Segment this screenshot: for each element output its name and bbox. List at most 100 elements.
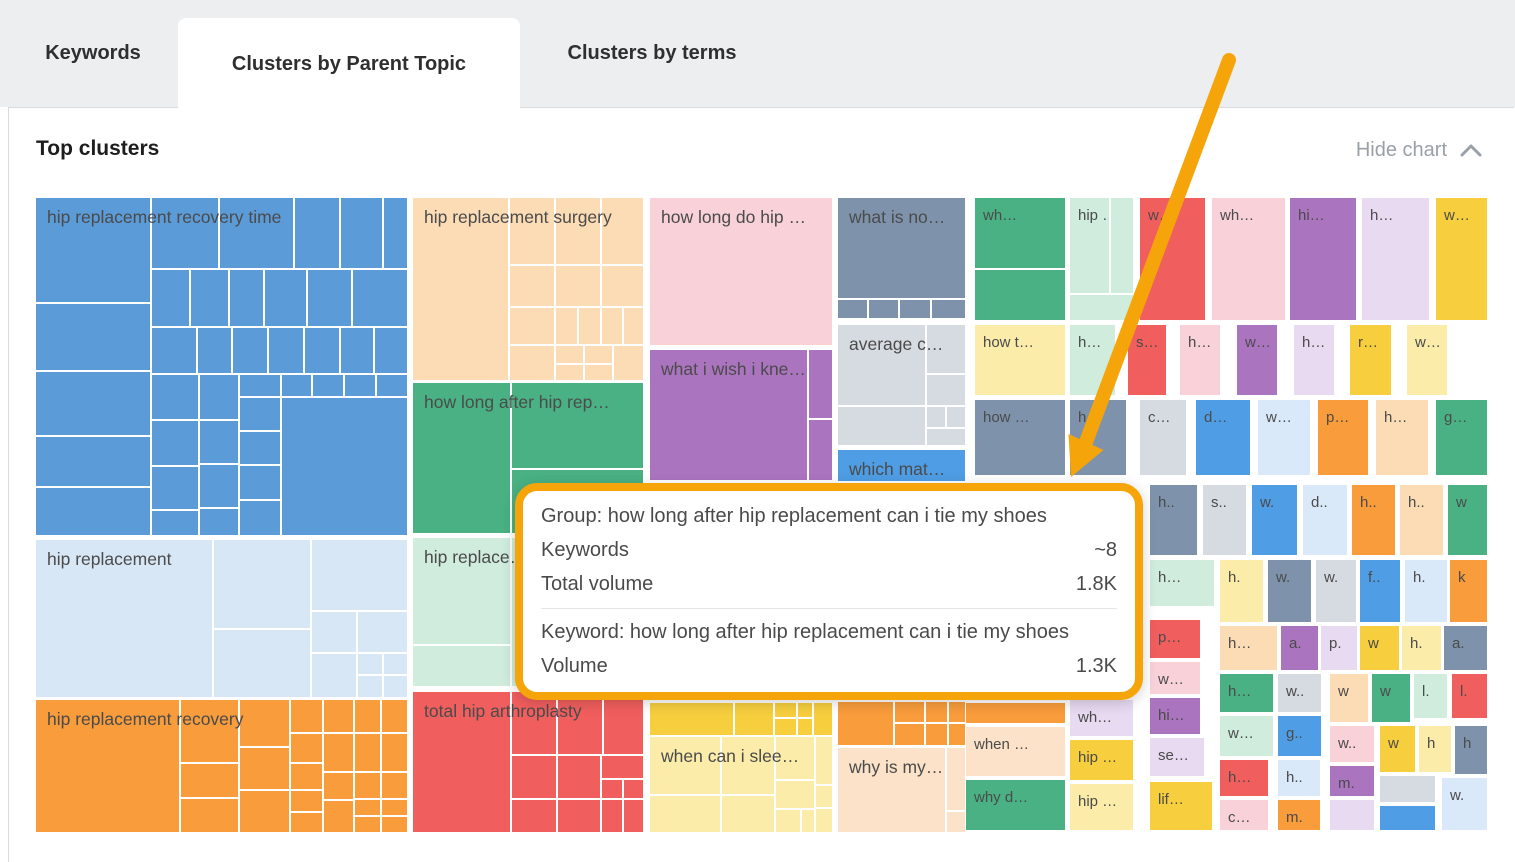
treemap-cell[interactable]: wh… [1070, 700, 1133, 736]
treemap-cell[interactable]: wh… [975, 198, 1065, 268]
treemap-cell[interactable] [200, 375, 238, 419]
treemap-cell[interactable] [312, 654, 356, 697]
treemap-cell[interactable] [355, 700, 380, 732]
treemap-cell[interactable]: w. [1252, 485, 1297, 555]
treemap-cell[interactable]: h… [1294, 325, 1334, 395]
treemap-cell[interactable] [624, 800, 643, 832]
treemap-cell[interactable]: hi… [1150, 698, 1200, 734]
treemap-cell[interactable]: a. [1281, 626, 1318, 670]
treemap-cell[interactable] [384, 198, 407, 268]
treemap-cell[interactable]: h [1455, 726, 1487, 774]
treemap-cell[interactable]: w.. [1278, 674, 1321, 712]
treemap-cell[interactable] [775, 703, 796, 717]
treemap-cell[interactable]: how long after hip rep… [413, 383, 610, 533]
treemap-cell[interactable] [233, 328, 267, 373]
treemap-cell[interactable] [384, 654, 407, 674]
treemap-cell[interactable] [324, 700, 353, 732]
treemap-cell[interactable] [36, 488, 150, 535]
treemap-cell[interactable]: s.. [1203, 485, 1246, 555]
treemap-cell[interactable] [240, 398, 280, 430]
treemap-cell[interactable] [240, 501, 280, 535]
treemap-cell[interactable] [341, 328, 373, 373]
treemap-cell[interactable] [838, 407, 925, 445]
treemap-cell[interactable] [926, 702, 947, 722]
treemap-cell[interactable] [512, 800, 556, 832]
treemap-cell[interactable] [838, 300, 867, 318]
treemap-cell[interactable] [152, 198, 218, 268]
treemap-cell[interactable] [809, 420, 832, 480]
treemap-cell[interactable] [324, 773, 353, 799]
treemap-cell[interactable]: w [1360, 626, 1399, 670]
treemap-cell[interactable]: hip replacement surgery [413, 198, 612, 380]
treemap-cell[interactable] [200, 465, 238, 507]
treemap-cell[interactable]: c… [1140, 400, 1186, 475]
treemap-cell[interactable]: h.. [1150, 485, 1197, 555]
treemap-cell[interactable] [295, 198, 339, 268]
treemap-cell[interactable]: how t… [975, 325, 1065, 395]
treemap-cell[interactable] [816, 809, 832, 832]
treemap-cell[interactable]: se… [1150, 738, 1204, 776]
treemap-cell[interactable] [413, 646, 510, 686]
treemap-cell[interactable] [512, 383, 643, 468]
treemap-cell[interactable] [776, 781, 814, 808]
treemap-cell[interactable] [579, 308, 600, 344]
treemap-cell[interactable] [282, 398, 407, 535]
treemap-cell[interactable] [927, 407, 945, 427]
treemap-cell[interactable] [512, 756, 556, 798]
treemap-cell[interactable] [776, 737, 814, 779]
treemap-cell[interactable] [358, 654, 382, 674]
treemap-cell[interactable]: hip replacement recovery time [36, 198, 281, 302]
treemap-cell[interactable] [512, 692, 556, 754]
treemap-cell[interactable] [650, 703, 733, 735]
treemap-cell[interactable]: h. [1220, 560, 1263, 622]
tab-clusters-by-terms[interactable]: Clusters by terms [532, 0, 772, 107]
treemap-cell[interactable] [214, 630, 310, 697]
treemap-cell[interactable] [614, 346, 643, 380]
treemap-cell[interactable] [602, 266, 643, 306]
treemap-cell[interactable]: which mat… [838, 450, 965, 481]
treemap-cell[interactable] [947, 407, 965, 427]
treemap-cell[interactable] [358, 676, 382, 697]
treemap-cell[interactable] [355, 773, 380, 798]
treemap-cell[interactable] [776, 810, 800, 832]
treemap-cell[interactable]: wh… [1212, 198, 1285, 320]
treemap-cell[interactable] [382, 734, 407, 771]
treemap-cell[interactable] [602, 308, 622, 344]
treemap-cell[interactable]: how … [975, 400, 1065, 475]
treemap-cell[interactable] [355, 734, 380, 771]
treemap-cell[interactable] [240, 432, 280, 464]
treemap-cell[interactable]: h. [1405, 560, 1447, 622]
treemap-cell[interactable]: w… [1220, 716, 1273, 756]
treemap-cell[interactable] [895, 724, 924, 745]
treemap-cell[interactable] [230, 270, 263, 326]
treemap-cell[interactable]: s… [1128, 325, 1166, 395]
treemap-cell[interactable]: when … [966, 727, 1065, 776]
treemap-cell[interactable] [735, 703, 773, 735]
treemap-cell[interactable] [382, 800, 407, 815]
treemap-cell[interactable] [377, 375, 407, 396]
treemap-cell[interactable]: w. [1268, 560, 1311, 622]
treemap-cell[interactable] [558, 800, 600, 832]
treemap-cell[interactable]: w… [1407, 325, 1447, 395]
treemap-cell[interactable] [152, 511, 198, 535]
treemap-cell[interactable] [291, 734, 322, 762]
treemap-cell[interactable]: r… [1350, 325, 1391, 395]
treemap-cell[interactable] [291, 700, 322, 732]
treemap-cell[interactable] [802, 810, 814, 832]
treemap-cell[interactable] [900, 300, 930, 318]
treemap-cell[interactable] [191, 270, 228, 326]
treemap-cell[interactable]: w… [1258, 400, 1310, 475]
treemap-cell[interactable] [291, 813, 322, 832]
treemap-cell[interactable] [556, 198, 600, 264]
treemap-cell[interactable]: when can i slee… [650, 737, 799, 794]
treemap-cell[interactable] [556, 308, 577, 344]
treemap-cell[interactable] [341, 198, 382, 268]
treemap-cell[interactable] [816, 737, 832, 784]
treemap-cell[interactable]: g… [1436, 400, 1487, 475]
treemap-cell[interactable] [240, 748, 289, 789]
treemap-cell[interactable] [947, 812, 965, 832]
treemap-cell[interactable]: d.. [1303, 485, 1347, 555]
treemap-cell[interactable] [240, 375, 280, 396]
treemap-cell[interactable] [869, 300, 898, 318]
treemap-cell[interactable] [291, 764, 322, 789]
